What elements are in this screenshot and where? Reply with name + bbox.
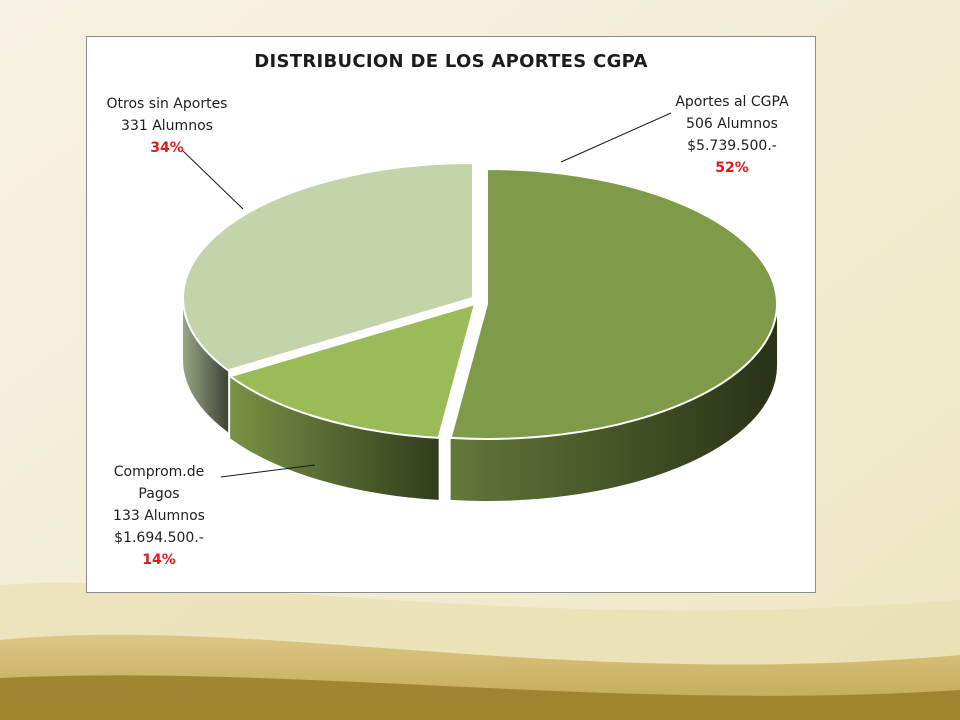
slice-label-aportes-line-3: $5.739.500.-: [687, 138, 777, 154]
slice-label-aportes: Aportes al CGPA 506 Alumnos $5.739.500.-…: [647, 91, 817, 179]
slice-label-comprom-line-2: Pagos: [138, 486, 180, 502]
pie-chart: [182, 112, 778, 501]
pie-side-comprom: [230, 376, 439, 500]
pie-slice-comprom: [227, 302, 477, 439]
slice-label-aportes-line-1: Aportes al CGPA: [675, 94, 789, 110]
chart-area: DISTRIBUCION DE LOS APORTES CGPA Aportes…: [86, 36, 816, 593]
slice-label-otros: Otros sin Aportes 331 Alumnos 34%: [87, 93, 247, 159]
slice-percent-aportes: 52%: [715, 160, 749, 176]
pie-slice-aportes: [449, 167, 778, 440]
slice-percent-comprom: 14%: [142, 552, 176, 568]
slice-label-otros-line-2: 331 Alumnos: [121, 118, 213, 134]
slice-label-comprom-line-1: Comprom.de: [113, 464, 205, 480]
pie-side-aportes: [450, 304, 777, 501]
slice-label-comprom-line-4: $1.694.500.-: [114, 530, 204, 546]
leader-line-aportes: [560, 112, 672, 163]
slice-label-comprom: Comprom.de Pagos 133 Alumnos $1.694.500.…: [87, 461, 231, 571]
pie-tops: [182, 161, 778, 440]
pie-side-otros: [183, 298, 229, 433]
leader-line-otros: [220, 464, 316, 478]
pie-sides: [183, 298, 777, 501]
slice-label-comprom-line-3: 133 Alumnos: [113, 508, 205, 524]
slice-label-aportes-line-2: 506 Alumnos: [686, 116, 778, 132]
slice-percent-otros: 34%: [150, 140, 184, 156]
leader-line-comprom: [182, 150, 244, 210]
slice-label-otros-line-1: Otros sin Aportes: [106, 96, 228, 112]
pie-slice-otros: [182, 161, 474, 372]
chart-title: DISTRIBUCION DE LOS APORTES CGPA: [254, 51, 648, 72]
